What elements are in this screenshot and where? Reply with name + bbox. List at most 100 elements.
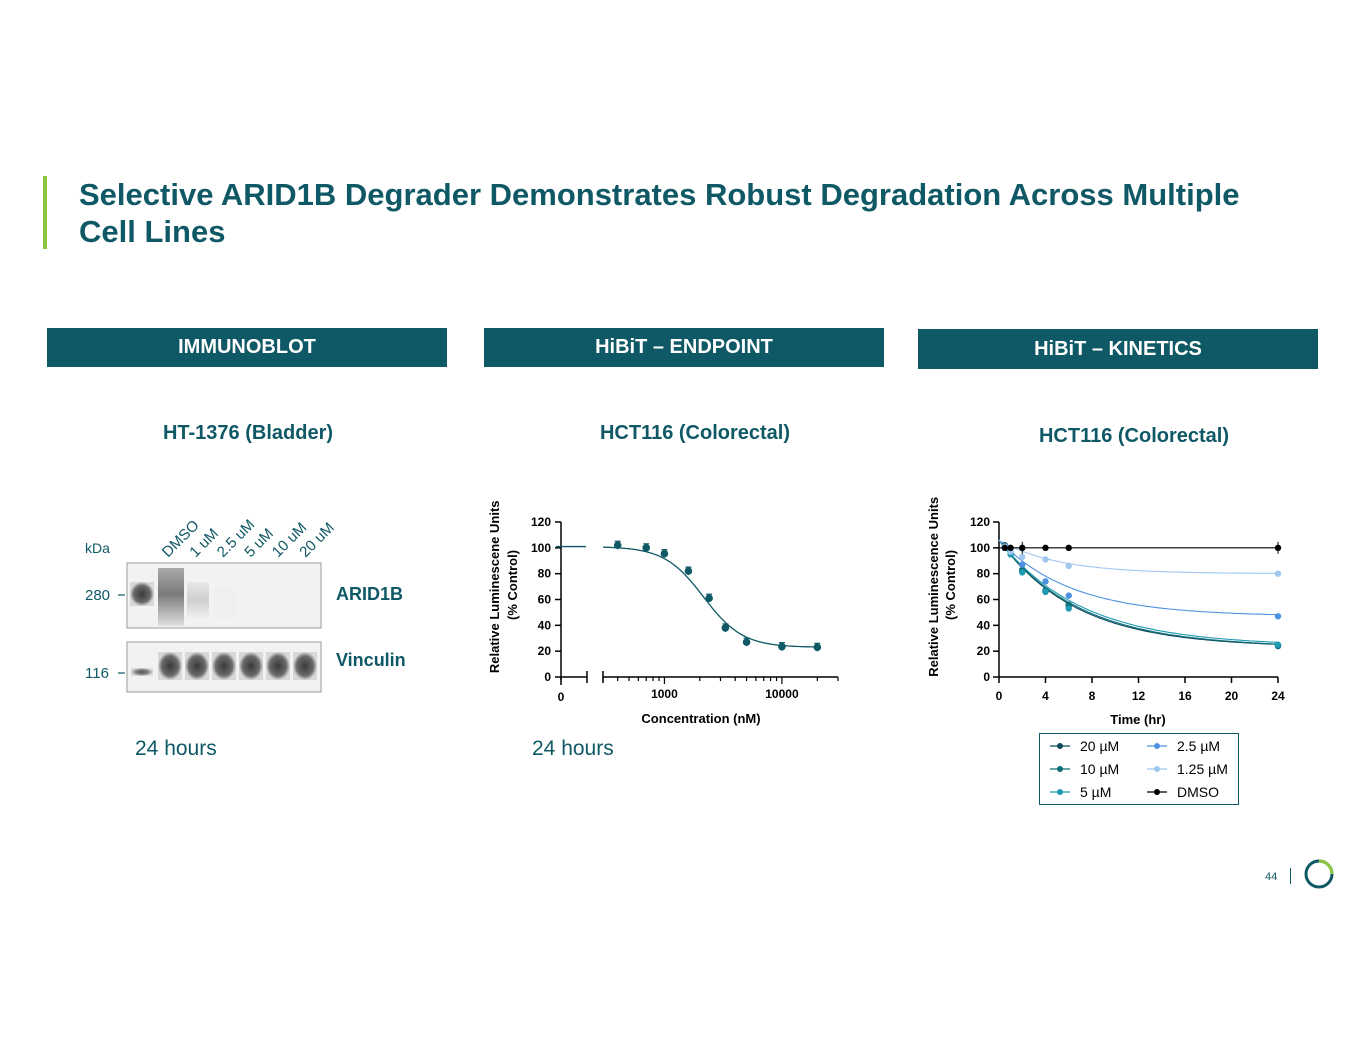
endpoint-y-tick-label: 40	[538, 618, 552, 632]
kinetics-point-3	[1274, 613, 1282, 620]
endpoint-data-point	[742, 638, 751, 646]
endpoint-data-point	[813, 643, 822, 652]
title-accent-bar	[43, 176, 47, 249]
kinetics-point-5	[1019, 544, 1026, 552]
kinetics-y-axis-label-line-1: Relative Luminescence Units	[926, 497, 941, 677]
kda-280: 280	[85, 587, 110, 604]
kinetics-y-axis-label: Relative Luminescence Units (% Control)	[926, 493, 958, 677]
legend-marker-5	[1154, 789, 1160, 795]
kinetics-point-5	[1001, 544, 1009, 552]
band-arid1b-dmso	[158, 568, 184, 626]
band-arid1b-lane-1	[130, 582, 154, 606]
kinetics-point-2	[1274, 641, 1282, 648]
kinetics-point-4	[1065, 562, 1072, 570]
kinetics-y-tick-label: 60	[977, 593, 991, 607]
endpoint-y-tick-label: 60	[538, 593, 552, 607]
legend-label-4: 1.25 µM	[1177, 761, 1228, 777]
legend-label-5: DMSO	[1177, 784, 1219, 800]
kinetics-point-2	[1019, 569, 1026, 576]
endpoint-y-tick-label: 20	[538, 644, 552, 658]
panel-header-immunoblot: IMMUNOBLOT	[47, 328, 447, 367]
kinetics-subtitle: HCT116 (Colorectal)	[1038, 425, 1230, 447]
legend-marker-1	[1057, 766, 1063, 772]
kinetics-point-4	[1019, 553, 1026, 561]
kinetics-x-tick-label: 12	[1132, 689, 1146, 703]
kinetics-point-5	[1274, 544, 1282, 552]
kinetics-y-axis-label-line-2: (% Control)	[943, 550, 958, 620]
legend-label-1: 10 µM	[1080, 761, 1119, 777]
endpoint-data-point	[613, 541, 622, 550]
endpoint-duration: 24 hours	[532, 737, 614, 760]
kinetics-fit-2	[998, 539, 1279, 643]
endpoint-x-axis-label: Concentration (nM)	[641, 711, 760, 726]
kinetics-y-tick-label: 20	[977, 644, 991, 658]
legend-label-3: 2.5 µM	[1177, 738, 1220, 754]
panel-header-kinetics: HiBiT – KINETICS	[918, 329, 1318, 369]
endpoint-y-tick-label: 120	[531, 515, 551, 529]
kinetics-point-5	[1007, 544, 1014, 552]
brand-ring-icon	[1304, 859, 1334, 889]
kinetics-point-2	[1042, 588, 1049, 595]
kinetics-fit-4	[998, 539, 1278, 574]
band-vinculin-3	[239, 652, 263, 680]
endpoint-x-tick-label: 0	[558, 690, 565, 704]
kda-116: 116	[85, 665, 109, 682]
kinetics-x-tick-label: 24	[1271, 689, 1285, 703]
kinetics-point-3	[1065, 592, 1072, 599]
blot-duration: 24 hours	[135, 737, 217, 760]
kinetics-y-tick-label: 100	[970, 541, 990, 555]
legend-label-2: 5 µM	[1080, 784, 1111, 800]
legend-marker-3	[1154, 743, 1160, 749]
band-vinculin-lane-1	[131, 668, 153, 676]
blot-subtitle: HT-1376 (Bladder)	[162, 422, 334, 444]
band-vinculin-0	[158, 652, 182, 680]
kinetics-point-3	[1019, 561, 1026, 568]
kda-label: kDa	[85, 540, 110, 556]
band-name-arid1b: ARID1B	[336, 584, 403, 604]
kinetics-x-tick-label: 0	[996, 689, 1003, 703]
kinetics-x-tick-label: 16	[1178, 689, 1192, 703]
endpoint-y-axis-label: Relative Luminescene Units (% Control)	[487, 497, 520, 673]
kinetics-x-axis-label: Time (hr)	[1110, 712, 1165, 727]
band-vinculin-2	[212, 652, 236, 680]
kinetics-point-2	[1065, 605, 1072, 612]
kinetics-point-3	[1042, 578, 1049, 585]
kinetics-point-5	[1042, 544, 1049, 552]
endpoint-data-point	[705, 594, 713, 603]
band-vinculin-1	[185, 652, 209, 680]
endpoint-chart: 0 20 40 60 80 100 120 0 1000 10000 Concentration …	[487, 497, 839, 726]
kinetics-chart: 0 20 40 60 80 100 120 0 4 8 12 16 20 24 Time (hr) Rel…	[926, 493, 1285, 727]
page-number-separator	[1290, 868, 1291, 884]
panel-header-endpoint: HiBiT – ENDPOINT	[484, 328, 884, 367]
legend-marker-4	[1154, 766, 1160, 772]
endpoint-data-point	[778, 642, 786, 651]
endpoint-x-tick-label: 1000	[651, 687, 678, 701]
endpoint-data-point	[642, 544, 651, 552]
band-vinculin-5	[293, 652, 317, 680]
band-name-vinculin: Vinculin	[336, 650, 406, 670]
endpoint-subtitle: HCT116 (Colorectal)	[599, 422, 791, 444]
kinetics-legend: 20 µM 10 µM 5 µM 2.5 µM 1.25 µM DMSO	[1039, 733, 1239, 805]
kinetics-y-tick-label: 0	[983, 670, 990, 684]
legend-marker-0	[1057, 743, 1063, 749]
kinetics-x-tick-label: 4	[1042, 689, 1049, 703]
band-vinculin-4	[266, 652, 290, 680]
kinetics-y-tick-label: 120	[970, 515, 990, 529]
kinetics-point-4	[1042, 556, 1049, 563]
kinetics-legend-items: 20 µM 10 µM 5 µM 2.5 µM 1.25 µM DMSO	[1050, 738, 1228, 800]
legend-label-0: 20 µM	[1080, 738, 1119, 754]
kinetics-y-tick-label: 40	[977, 618, 991, 632]
endpoint-y-axis-label-line-1: Relative Luminescene Units	[487, 500, 502, 673]
endpoint-data-point	[684, 567, 693, 575]
kinetics-fit-3	[998, 539, 1279, 616]
kinetics-x-tick-label: 20	[1225, 689, 1239, 703]
kinetics-point-5	[1065, 544, 1072, 552]
endpoint-y-tick-label: 100	[531, 541, 551, 555]
endpoint-data-point	[721, 624, 730, 632]
kinetics-x-tick-label: 8	[1089, 689, 1096, 703]
page-number: 44	[1265, 871, 1278, 883]
endpoint-y-tick-label: 80	[538, 567, 552, 581]
legend-marker-2	[1057, 789, 1063, 795]
band-arid1b-2-5uM	[213, 588, 235, 618]
